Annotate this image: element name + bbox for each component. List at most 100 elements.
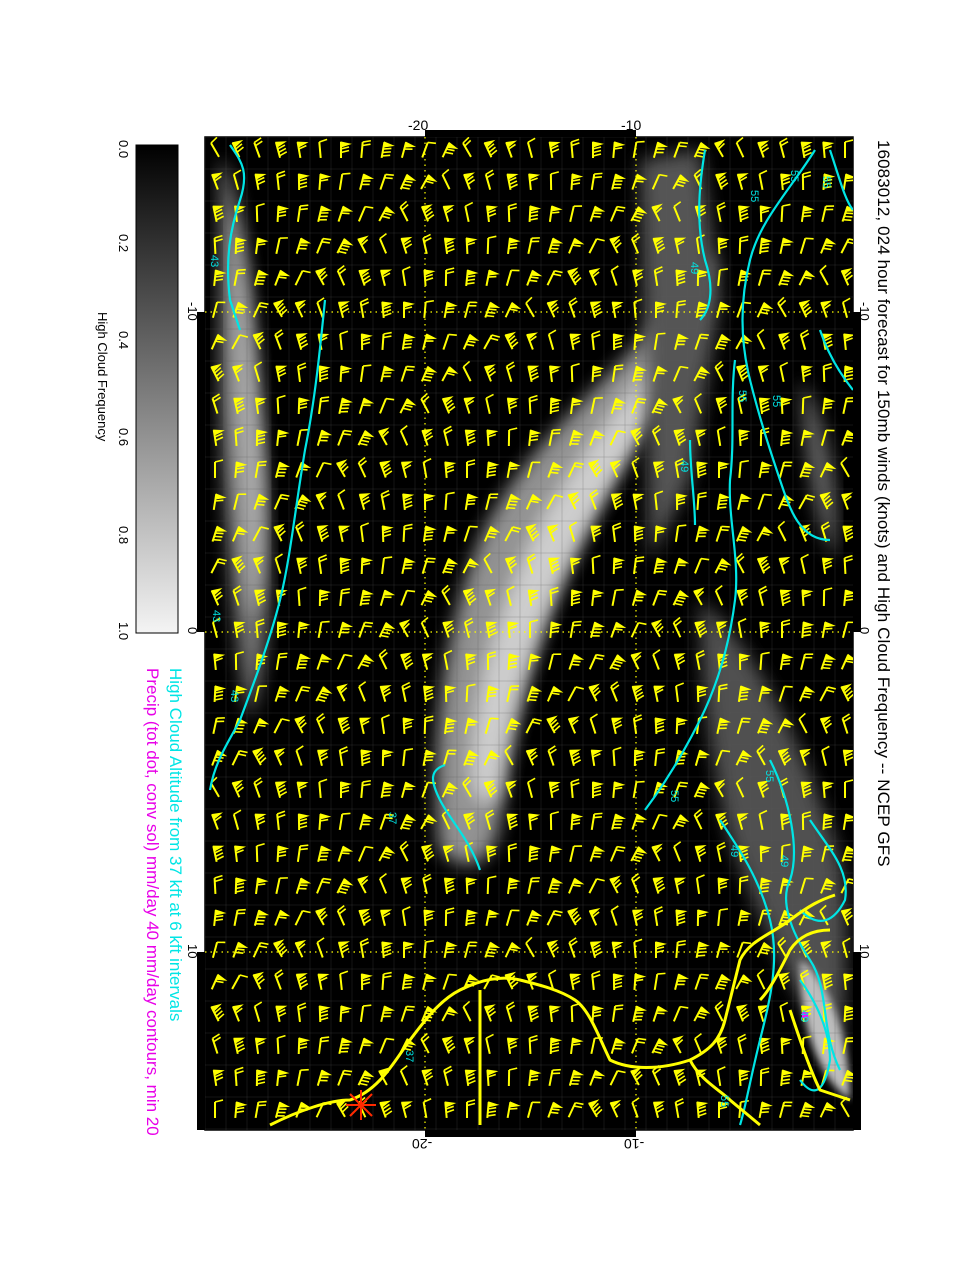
wind-barb <box>315 907 328 926</box>
wind-barb <box>337 1069 353 1086</box>
wind-barb <box>276 1069 290 1087</box>
wind-barb <box>696 685 709 703</box>
wind-barb <box>568 521 578 542</box>
wind-barb <box>255 202 265 223</box>
wind-barb <box>717 268 729 287</box>
wind-barb <box>738 459 749 479</box>
wind-barb <box>442 973 457 990</box>
wind-barb <box>652 1005 669 1022</box>
wind-barb <box>800 553 809 575</box>
wind-barb <box>800 429 815 447</box>
wind-barb <box>715 172 729 190</box>
wind-barb <box>655 301 667 318</box>
wind-barb <box>464 1069 477 1087</box>
wind-barb <box>423 939 434 959</box>
wind-barb <box>337 301 350 318</box>
wind-barb <box>379 813 394 830</box>
wind-barb <box>756 744 766 766</box>
wind-barb <box>528 173 541 191</box>
wind-barb <box>443 941 458 959</box>
wind-barb <box>568 1069 585 1086</box>
wind-barb <box>338 172 351 191</box>
wind-barb <box>568 937 578 958</box>
wind-barb <box>380 714 390 735</box>
wind-barb <box>338 1037 353 1055</box>
wind-barb <box>483 552 493 574</box>
wind-barb <box>463 812 476 830</box>
wind-barb <box>506 813 519 831</box>
wind-barb <box>339 557 352 575</box>
wind-barb <box>231 525 249 542</box>
wind-barb <box>843 1005 853 1023</box>
wind-barb <box>504 744 514 766</box>
contour-label: 55 <box>748 190 760 203</box>
wind-barb <box>316 429 333 446</box>
wind-barb <box>504 526 521 542</box>
wind-barb <box>589 941 603 958</box>
wind-barb <box>444 717 458 735</box>
wind-barb <box>780 173 793 191</box>
wind-barb <box>693 781 711 798</box>
wind-barb <box>548 557 561 575</box>
storm-marker-icon <box>346 1090 376 1120</box>
wind-barb <box>295 973 309 990</box>
wind-barb <box>738 205 751 223</box>
wind-barb <box>675 939 686 959</box>
wind-barb <box>653 685 666 703</box>
wind-barb <box>653 266 664 287</box>
wind-barb <box>696 491 707 511</box>
wind-barb <box>359 173 375 191</box>
wind-barb <box>399 424 409 446</box>
wind-barb <box>294 715 307 734</box>
wind-barb <box>484 717 499 734</box>
wind-barb <box>589 489 599 510</box>
wind-barb <box>423 909 436 927</box>
wind-barb <box>589 1069 606 1086</box>
wind-barb <box>275 1005 288 1023</box>
wind-barb <box>358 681 367 702</box>
wind-barb <box>672 814 690 830</box>
wind-barb <box>840 238 853 254</box>
wind-barb <box>632 269 645 287</box>
wind-barb <box>822 587 833 607</box>
wind-barb <box>652 365 669 382</box>
wind-barb <box>444 685 457 703</box>
wind-barb <box>548 781 561 799</box>
wind-barb <box>486 461 500 479</box>
wind-barb <box>652 236 666 254</box>
wind-barb <box>822 362 832 383</box>
wind-barb <box>612 333 625 351</box>
wind-barb <box>296 781 309 799</box>
wind-barb <box>381 941 394 959</box>
wind-barb <box>276 810 286 831</box>
wind-barb <box>466 459 476 478</box>
wind-barb <box>609 205 626 222</box>
wind-barb <box>840 456 850 478</box>
wind-barb <box>570 397 584 415</box>
wind-barb <box>611 717 624 735</box>
wind-barb <box>485 493 499 511</box>
wind-barb <box>462 776 472 798</box>
wind-barb <box>274 909 291 926</box>
wind-barb <box>675 682 685 703</box>
wind-barb <box>841 713 852 734</box>
wind-barb <box>651 813 668 830</box>
wind-barb <box>275 877 288 895</box>
wind-barb <box>758 461 773 479</box>
wind-barb <box>651 424 662 446</box>
wind-barb <box>526 1101 541 1118</box>
wind-barb <box>652 461 665 478</box>
wind-barb <box>443 1065 453 1087</box>
wind-barb <box>211 172 223 190</box>
wind-barb <box>570 813 584 831</box>
wind-barb <box>799 329 810 350</box>
contour-label: 55 <box>820 176 832 189</box>
wind-barb <box>674 333 690 351</box>
wind-barb <box>401 333 416 351</box>
wind-barb <box>546 715 561 734</box>
wind-barb <box>232 1004 244 1022</box>
wind-barb <box>442 204 455 222</box>
wind-barb <box>546 939 559 958</box>
wind-barb <box>400 652 414 670</box>
wind-barb <box>673 841 682 862</box>
